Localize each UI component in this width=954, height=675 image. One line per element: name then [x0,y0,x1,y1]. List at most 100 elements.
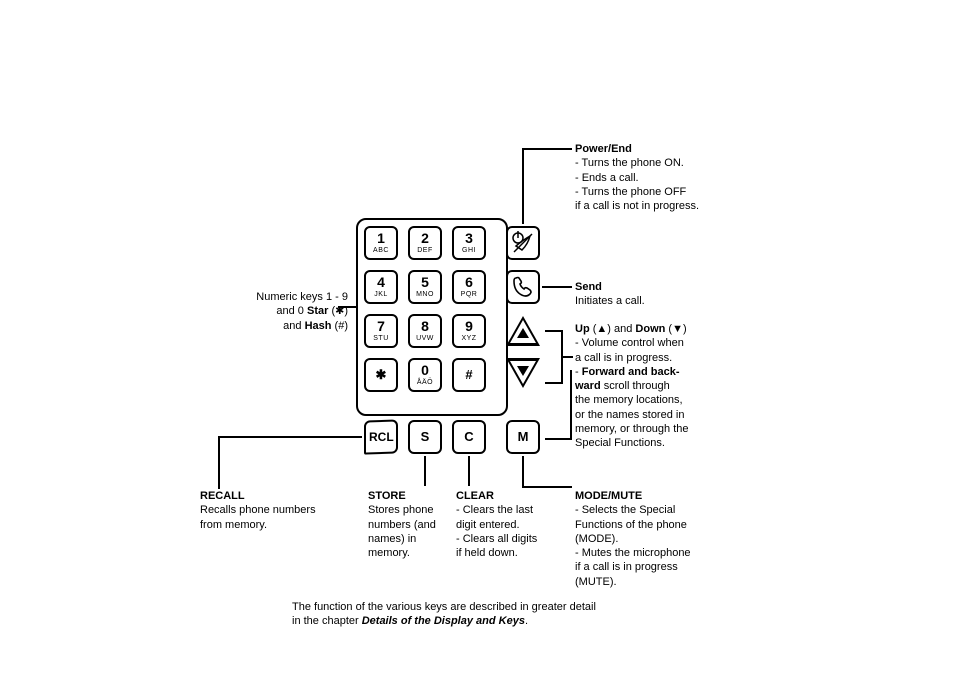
callout-title: MODE/MUTE [575,490,642,502]
power-icon [508,228,538,258]
callout-line: - Turns the phone ON. [575,156,775,170]
callout-line: - Turns the phone OFF [575,185,775,199]
key-up[interactable] [506,316,540,346]
key-7[interactable]: 7 STU [364,314,398,348]
lead-line [522,456,524,486]
key-8-main: 8 [410,316,440,333]
lead-line [522,486,572,488]
callout-line: the memory locations, [575,393,755,407]
key-3-main: 3 [454,228,484,245]
callout-line: memory, or through the [575,422,755,436]
callout-line: if held down. [456,546,566,560]
key-star[interactable]: ✱ [364,358,398,392]
key-4[interactable]: 4 JKL [364,270,398,304]
lead-line [218,436,362,438]
key-8[interactable]: 8 UVW [408,314,442,348]
callout-line: Special Functions. [575,436,755,450]
key-2[interactable]: 2 DEF [408,226,442,260]
footer-prefix: in the chapter [292,615,362,627]
key-3[interactable]: 3 GHI [452,226,486,260]
key-hash[interactable]: # [452,358,486,392]
key-9-main: 9 [454,316,484,333]
callout-clear: CLEAR - Clears the last digit entered. -… [456,489,566,560]
key-3-sub: GHI [454,245,484,254]
key-9-sub: XYZ [454,333,484,342]
key-star-glyph: ✱ [376,367,387,382]
callout-line: Numeric keys 1 - 9 [218,290,348,304]
key-power[interactable] [506,226,540,260]
callout-power: Power/End - Turns the phone ON. - Ends a… [575,142,775,213]
lead-line [570,370,572,440]
diagram-canvas: 1 ABC 2 DEF 3 GHI 4 JKL 5 MNO 6 PQR 7 ST… [0,0,954,675]
key-9[interactable]: 9 XYZ [452,314,486,348]
key-clear[interactable]: C [452,420,486,454]
key-6[interactable]: 6 PQR [452,270,486,304]
key-down[interactable] [506,358,540,388]
callout-line: Up (▲) and Down (▼) [575,322,755,336]
lead-line [542,286,572,288]
callout-line: - Forward and back- [575,365,755,379]
key-8-sub: UVW [410,333,440,342]
callout-line: - Ends a call. [575,171,775,185]
key-send[interactable] [506,270,540,304]
down-arrow-icon [517,366,529,376]
lead-line [545,438,572,440]
callout-line: (MUTE). [575,575,755,589]
callout-title: RECALL [200,490,245,502]
lead-line [522,148,524,224]
lead-line [545,382,563,384]
key-4-sub: JKL [366,289,396,298]
footer-line-1: The function of the various keys are des… [292,600,596,614]
key-store[interactable]: S [408,420,442,454]
key-2-sub: DEF [410,245,440,254]
callout-title: Power/End [575,143,632,155]
lead-line [424,456,426,486]
key-7-main: 7 [366,316,396,333]
footer-suffix: . [525,615,528,627]
key-rcl[interactable]: RCL [364,419,398,454]
lead-line [468,456,470,486]
lead-line [561,356,573,358]
callout-line: if a call is in progress [575,560,755,574]
callout-line: - Volume control when [575,336,755,350]
key-2-main: 2 [410,228,440,245]
callout-line: - Selects the Special [575,503,755,517]
footer-line-2: in the chapter Details of the Display an… [292,614,596,628]
key-6-main: 6 [454,272,484,289]
callout-line: Initiates a call. [575,294,755,308]
key-5-sub: MNO [410,289,440,298]
callout-title: CLEAR [456,490,494,502]
key-1[interactable]: 1 ABC [364,226,398,260]
key-rcl-label: RCL [369,422,394,452]
footer-text: The function of the various keys are des… [292,600,596,629]
callout-mode: MODE/MUTE - Selects the Special Function… [575,489,755,589]
callout-line: Functions of the phone [575,518,755,532]
callout-line: - Clears all digits [456,532,566,546]
lead-line [522,148,572,150]
callout-line: digit entered. [456,518,566,532]
callout-line: if a call is not in progress. [575,199,775,213]
callout-title: Send [575,281,602,293]
key-mode[interactable]: M [506,420,540,454]
key-5[interactable]: 5 MNO [408,270,442,304]
key-store-label: S [421,429,430,444]
callout-title: STORE [368,490,406,502]
key-5-main: 5 [410,272,440,289]
callout-line: a call is in progress. [575,351,755,365]
callout-line: or the names stored in [575,408,755,422]
key-mode-label: M [518,429,529,444]
callout-send: Send Initiates a call. [575,280,755,309]
key-0-sub: ÅÄÖ [410,377,440,386]
up-arrow-icon [517,328,529,338]
key-clear-label: C [464,429,473,444]
key-1-sub: ABC [366,245,396,254]
callout-updown: Up (▲) and Down (▼) - Volume control whe… [575,322,755,451]
callout-line: ward scroll through [575,379,755,393]
callout-recall: RECALL Recalls phone numbers from memory… [200,489,350,532]
key-hash-glyph: # [465,367,472,382]
key-0-main: 0 [410,360,440,377]
callout-line: - Mutes the microphone [575,546,755,560]
key-6-sub: PQR [454,289,484,298]
key-0[interactable]: 0 ÅÄÖ [408,358,442,392]
callout-line: from memory. [200,518,350,532]
